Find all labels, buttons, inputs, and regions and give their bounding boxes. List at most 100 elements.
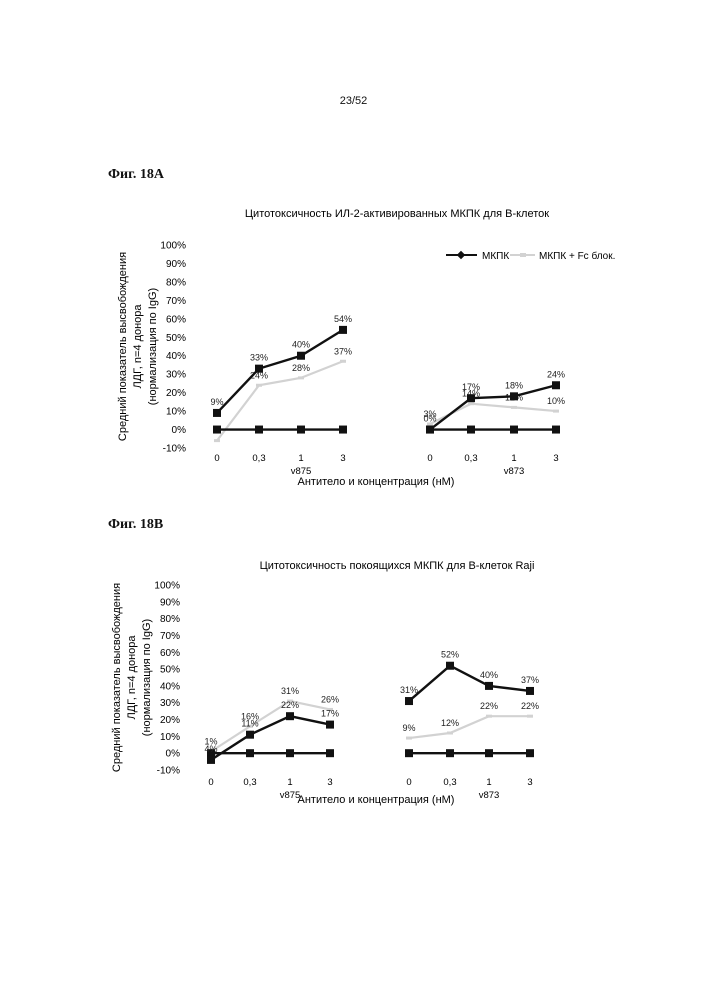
data-point xyxy=(327,707,333,711)
data-label: 14% xyxy=(462,389,480,399)
y-tick-label: 40% xyxy=(166,351,186,362)
group-label: v873 xyxy=(479,790,500,801)
data-point xyxy=(526,686,534,695)
figure-label-18a: Фиг. 18A xyxy=(108,167,164,182)
data-point xyxy=(406,736,412,740)
data-point xyxy=(510,425,518,434)
x-tick-label: 0,3 xyxy=(464,453,477,464)
chart-18b: Цитотоксичность покоящихся МКПК для B-кл… xyxy=(111,560,539,806)
series-line xyxy=(429,384,557,431)
data-point xyxy=(339,325,347,334)
y-tick-label: 80% xyxy=(166,277,186,288)
series-line xyxy=(216,360,344,442)
series-line xyxy=(216,328,344,414)
data-point xyxy=(427,422,433,426)
data-label: 17% xyxy=(321,709,339,719)
group-label: v875 xyxy=(280,790,301,801)
data-label: 12% xyxy=(441,718,459,728)
data-point xyxy=(485,749,493,758)
data-point xyxy=(286,749,294,758)
data-label: 24% xyxy=(547,369,565,379)
data-point xyxy=(468,402,474,406)
data-label: 9% xyxy=(402,723,415,733)
data-point xyxy=(405,749,413,758)
data-label: 4% xyxy=(204,744,217,754)
data-point xyxy=(326,749,334,758)
y-tick-label: 30% xyxy=(166,370,186,381)
data-point xyxy=(247,724,253,728)
y-axis-label-line: Средний показатель высвобождения xyxy=(117,252,129,441)
data-label: 11% xyxy=(241,719,258,729)
data-point xyxy=(526,749,534,758)
data-label: 18% xyxy=(505,380,523,390)
data-point xyxy=(213,425,221,434)
y-tick-label: 90% xyxy=(166,259,186,270)
x-tick-label: 0 xyxy=(208,777,213,788)
x-tick-label: 0,3 xyxy=(252,453,265,464)
group-label: v875 xyxy=(291,466,312,477)
y-tick-label: 60% xyxy=(160,648,180,659)
data-label: 1% xyxy=(204,737,217,747)
data-point xyxy=(552,381,560,390)
x-tick-label: 3 xyxy=(327,777,332,788)
y-axis-label-line: Средний показатель высвобождения xyxy=(111,583,123,772)
y-tick-label: -10% xyxy=(163,444,186,455)
data-point xyxy=(207,755,215,764)
data-point xyxy=(287,699,293,703)
y-tick-label: 70% xyxy=(166,296,186,307)
data-label: 3% xyxy=(423,409,436,419)
x-tick-label: 0,3 xyxy=(443,777,456,788)
x-tick-label: 1 xyxy=(486,777,491,788)
data-point xyxy=(552,425,560,434)
series-line xyxy=(210,714,331,761)
y-axis-label-line: ЛДГ, n=4 донора xyxy=(126,635,138,720)
x-tick-label: 0,3 xyxy=(243,777,256,788)
data-label: 28% xyxy=(292,363,310,373)
data-point xyxy=(446,661,454,670)
figure-label-18b: Фиг. 18B xyxy=(108,517,164,532)
legend-marker-fc-block xyxy=(520,253,526,257)
x-tick-label: 1 xyxy=(287,777,292,788)
data-label: 9% xyxy=(210,397,223,407)
data-label: 37% xyxy=(334,346,352,356)
y-tick-label: 0% xyxy=(166,749,181,760)
data-point xyxy=(339,425,347,434)
data-point xyxy=(467,425,475,434)
data-point xyxy=(467,394,475,403)
x-tick-label: 3 xyxy=(340,453,345,464)
y-axis-label-line: (нормализация по IgG) xyxy=(141,619,153,736)
x-axis-label: Антитело и концентрация (нМ) xyxy=(298,794,455,806)
data-point xyxy=(298,376,304,380)
data-point xyxy=(340,359,346,363)
data-label: 22% xyxy=(521,701,539,711)
legend-label-fc-block: МКПК + Fc блок. xyxy=(539,250,615,262)
data-point xyxy=(214,439,220,443)
y-tick-label: 70% xyxy=(160,631,180,642)
data-point xyxy=(426,425,434,434)
y-axis-label-line: (нормализация по IgG) xyxy=(147,288,159,405)
chart-title: Цитотоксичность покоящихся МКПК для B-кл… xyxy=(260,560,535,572)
y-tick-label: 100% xyxy=(160,241,186,252)
y-tick-label: 40% xyxy=(160,681,180,692)
data-point xyxy=(246,749,254,758)
data-label: 10% xyxy=(547,396,565,406)
x-axis-label: Антитело и концентрация (нМ) xyxy=(298,476,455,488)
data-label: 33% xyxy=(250,353,268,363)
y-tick-label: 30% xyxy=(160,698,180,709)
data-point xyxy=(553,409,559,413)
data-point xyxy=(447,731,453,735)
x-tick-label: 0 xyxy=(406,777,411,788)
x-tick-label: 0 xyxy=(427,453,432,464)
data-label: 22% xyxy=(480,701,498,711)
data-point xyxy=(326,720,334,729)
data-label: 31% xyxy=(281,686,299,696)
data-label: 22% xyxy=(281,700,299,710)
data-point xyxy=(486,714,492,718)
data-label: 37% xyxy=(521,675,539,685)
data-label: 0% xyxy=(423,414,436,424)
data-point xyxy=(246,730,254,739)
y-tick-label: 20% xyxy=(160,715,180,726)
y-tick-label: 100% xyxy=(154,581,180,592)
data-point xyxy=(485,681,493,690)
y-tick-label: 20% xyxy=(166,388,186,399)
